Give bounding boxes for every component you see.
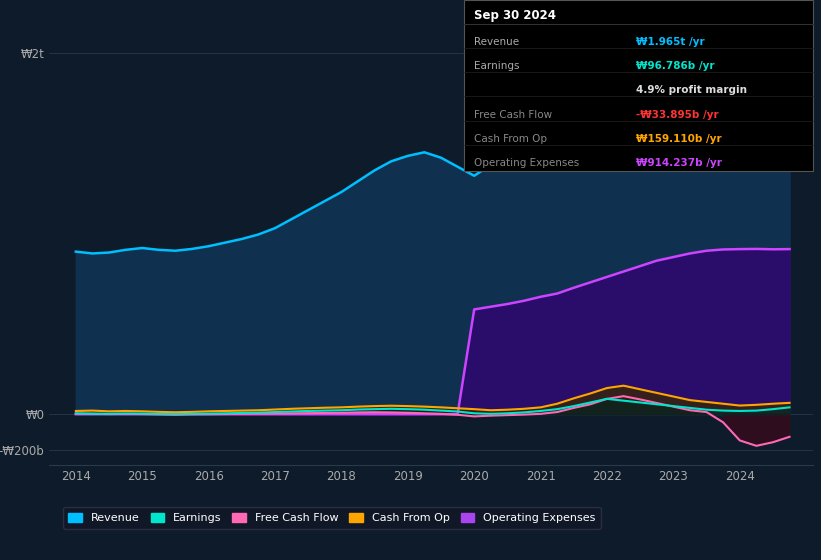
Text: 4.9% profit margin: 4.9% profit margin: [636, 85, 747, 95]
Text: Earnings: Earnings: [474, 61, 519, 71]
Legend: Revenue, Earnings, Free Cash Flow, Cash From Op, Operating Expenses: Revenue, Earnings, Free Cash Flow, Cash …: [63, 507, 601, 529]
Text: Revenue: Revenue: [474, 37, 519, 46]
Text: ₩1.965t /yr: ₩1.965t /yr: [636, 37, 705, 46]
Text: Cash From Op: Cash From Op: [474, 134, 547, 144]
Text: ₩96.786b /yr: ₩96.786b /yr: [636, 61, 715, 71]
Text: Free Cash Flow: Free Cash Flow: [474, 110, 552, 119]
Text: Operating Expenses: Operating Expenses: [474, 158, 579, 168]
Text: -₩33.895b /yr: -₩33.895b /yr: [636, 110, 719, 119]
Text: Sep 30 2024: Sep 30 2024: [474, 9, 556, 22]
Text: ₩914.237b /yr: ₩914.237b /yr: [636, 158, 722, 168]
Text: ₩159.110b /yr: ₩159.110b /yr: [636, 134, 722, 144]
